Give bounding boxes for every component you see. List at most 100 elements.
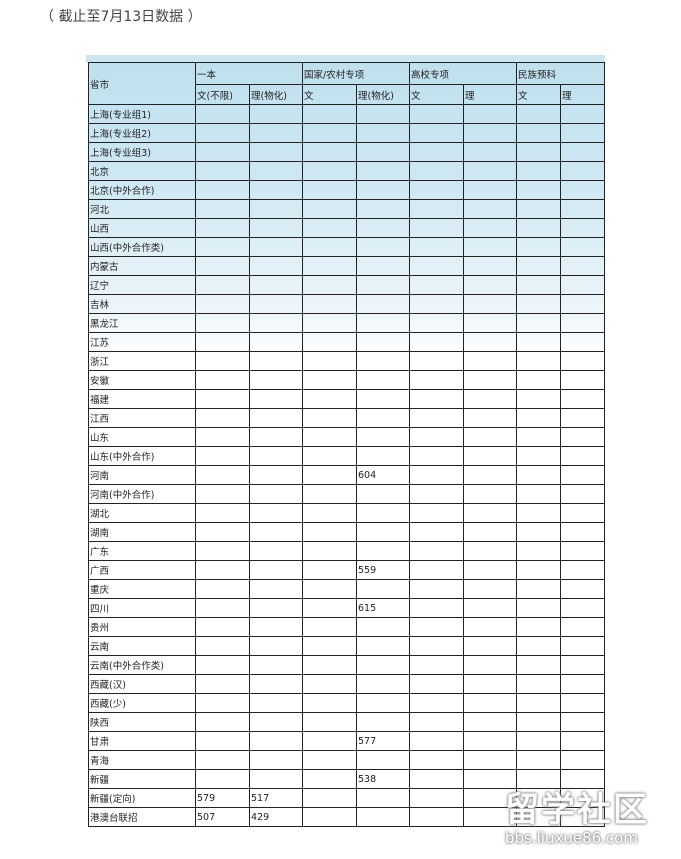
table-row: 北京 (88, 161, 605, 181)
province-cell: 山西(中外合作类) (88, 237, 196, 257)
score-cell (249, 598, 303, 618)
score-cell (463, 522, 517, 542)
score-cell (463, 218, 517, 238)
score-cell (302, 142, 357, 162)
table-row: 山东(中外合作) (88, 446, 605, 466)
score-cell (302, 123, 357, 143)
score-cell (516, 256, 561, 276)
table-row: 四川 615 (88, 598, 605, 618)
table-row: 上海(专业组2) (88, 123, 605, 143)
score-cell (409, 408, 464, 428)
score-cell (409, 503, 464, 523)
score-cell (463, 351, 517, 371)
score-cell (516, 541, 561, 561)
score-cell (516, 465, 561, 485)
score-cell (463, 408, 517, 428)
score-cell (516, 693, 561, 713)
province-cell: 吉林 (88, 294, 196, 314)
table-row: 浙江 (88, 351, 605, 371)
score-cell (249, 750, 303, 770)
score-cell (463, 655, 517, 675)
score-cell (516, 503, 561, 523)
score-cell (356, 712, 410, 732)
header-group: 一本 (195, 62, 303, 85)
score-cell (409, 199, 464, 219)
score-cell (409, 370, 464, 390)
score-cell (302, 674, 357, 694)
score-cell (463, 617, 517, 637)
score-cell (409, 256, 464, 276)
score-cell (409, 294, 464, 314)
score-cell (463, 104, 517, 124)
province-cell: 河南(中外合作) (88, 484, 196, 504)
score-cell (356, 104, 410, 124)
header-province: 省市 (88, 62, 196, 105)
score-cell (356, 503, 410, 523)
province-cell: 广西 (88, 560, 196, 580)
score-cell (195, 275, 250, 295)
table-row: 港澳台联招 507 429 (88, 807, 605, 827)
score-cell: 517 (249, 788, 303, 808)
score-cell (463, 313, 517, 333)
score-cell (356, 427, 410, 447)
score-cell (356, 389, 410, 409)
score-cell (249, 731, 303, 751)
score-cell: 429 (249, 807, 303, 827)
score-cell (195, 123, 250, 143)
score-cell (302, 731, 357, 751)
score-cell (302, 541, 357, 561)
score-cell (249, 427, 303, 447)
score-cell (560, 465, 605, 485)
table-row: 河南(中外合作) (88, 484, 605, 504)
score-cell (560, 104, 605, 124)
score-cell (516, 408, 561, 428)
score-cell (195, 313, 250, 333)
score-cell (463, 142, 517, 162)
score-cell (516, 180, 561, 200)
score-cell (409, 693, 464, 713)
table-row: 陕西 (88, 712, 605, 732)
score-cell (516, 142, 561, 162)
score-cell (463, 275, 517, 295)
score-cell (516, 598, 561, 618)
score-cell (560, 807, 605, 827)
score-cell (195, 636, 250, 656)
score-cell (560, 693, 605, 713)
score-cell (463, 199, 517, 219)
score-cell (463, 332, 517, 352)
score-cell (302, 218, 357, 238)
score-cell (249, 579, 303, 599)
score-cell (409, 332, 464, 352)
province-cell: 河北 (88, 199, 196, 219)
score-cell (409, 180, 464, 200)
score-cell: 538 (356, 769, 410, 789)
table-row: 云南(中外合作类) (88, 655, 605, 675)
score-cell (249, 332, 303, 352)
score-cell (560, 199, 605, 219)
score-cell (560, 579, 605, 599)
score-cell (195, 256, 250, 276)
score-cell: 577 (356, 731, 410, 751)
score-cell (463, 750, 517, 770)
score-cell (249, 560, 303, 580)
score-cell (195, 370, 250, 390)
province-cell: 广东 (88, 541, 196, 561)
score-cell (249, 161, 303, 181)
score-cell (302, 769, 357, 789)
score-cell (560, 769, 605, 789)
province-cell: 浙江 (88, 351, 196, 371)
score-cell (356, 256, 410, 276)
score-cell (302, 788, 357, 808)
score-cell (409, 142, 464, 162)
header-subject: 文 (409, 84, 464, 105)
score-cell (516, 313, 561, 333)
province-cell: 西藏(少) (88, 693, 196, 713)
score-cell (195, 617, 250, 637)
score-cell (463, 370, 517, 390)
score-cell (249, 123, 303, 143)
province-cell: 贵州 (88, 617, 196, 637)
score-cell (560, 389, 605, 409)
table-row: 黑龙江 (88, 313, 605, 333)
table-row: 广东 (88, 541, 605, 561)
score-cell (356, 370, 410, 390)
